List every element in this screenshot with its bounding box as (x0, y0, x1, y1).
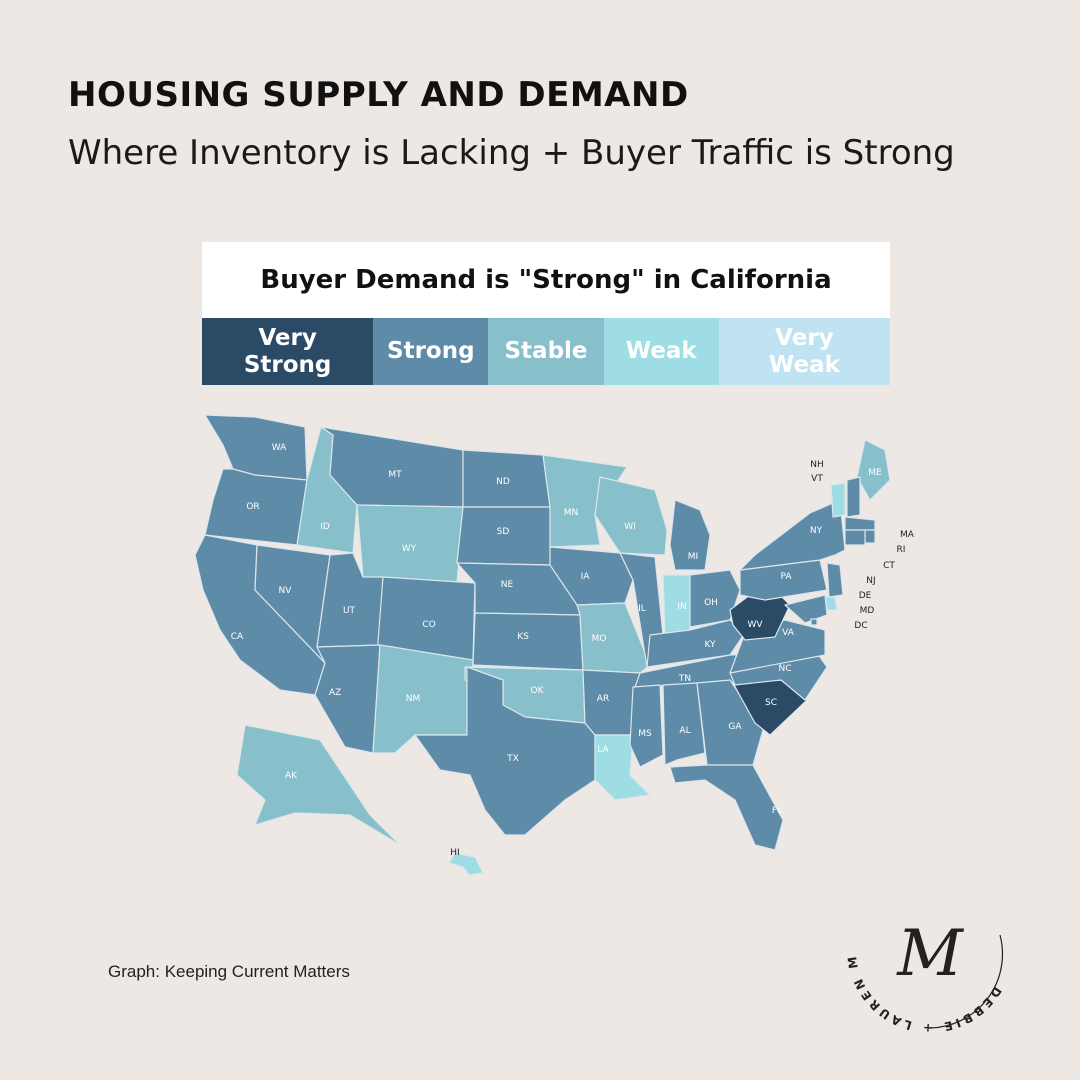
state-me (856, 439, 891, 501)
map-title: Buyer Demand is "Strong" in California (260, 265, 832, 295)
label-tn: TN (678, 674, 691, 684)
state-al (662, 682, 706, 766)
label-ut: UT (343, 606, 356, 616)
demand-legend: Very Strong Strong Stable Weak Very Weak (202, 318, 891, 385)
label-ak: AK (285, 771, 298, 781)
us-demand-map: WA OR CA NV ID MT WY UT CO AZ NM ND SD N… (194, 414, 915, 876)
label-pa: PA (780, 572, 792, 582)
page-title: HOUSING SUPPLY AND DEMAND (68, 75, 689, 115)
label-wv: WV (747, 620, 763, 630)
label-tx: TX (506, 754, 519, 764)
state-md (784, 594, 828, 624)
state-wa (204, 414, 308, 481)
label-mn: MN (564, 508, 579, 518)
label-az: AZ (329, 688, 341, 698)
label-nd: ND (496, 477, 510, 487)
label-ky: KY (704, 640, 716, 650)
label-id: ID (320, 522, 330, 532)
label-vt: VT (811, 474, 823, 484)
label-co: CO (422, 620, 435, 630)
state-tx (414, 666, 596, 836)
state-oh (689, 569, 741, 628)
state-ga (696, 679, 764, 766)
legend-very-strong: Very Strong (202, 318, 374, 385)
label-ri: RI (897, 545, 906, 555)
label-mi: MI (688, 552, 698, 562)
label-nj: NJ (866, 576, 875, 586)
mccauley-logo: DEBBIE + LAUREN MCCAULEY M (830, 850, 1004, 1035)
state-ri (864, 529, 876, 544)
label-md: MD (860, 606, 875, 616)
state-az (314, 644, 381, 754)
label-wa: WA (272, 443, 287, 453)
label-va: VA (782, 628, 795, 638)
label-ca: CA (231, 632, 244, 642)
state-fl (669, 764, 784, 851)
label-al: AL (679, 726, 690, 736)
logo-monogram: M (896, 917, 964, 991)
label-nm: NM (406, 694, 421, 704)
label-nh: NH (810, 460, 824, 470)
map-title-box: Buyer Demand is "Strong" in California (202, 242, 890, 318)
state-ms (629, 684, 664, 768)
legend-very-weak: Very Weak (718, 318, 891, 385)
state-ny (739, 499, 846, 571)
legend-weak: Weak (603, 318, 719, 385)
state-vt (830, 482, 846, 518)
label-de: DE (859, 591, 872, 601)
label-sc: SC (765, 698, 777, 708)
state-ma (844, 516, 876, 531)
label-dc: DC (854, 621, 867, 631)
label-ar: AR (597, 694, 609, 704)
state-ak (236, 724, 401, 846)
label-la: LA (597, 745, 609, 755)
label-nc: NC (778, 664, 791, 674)
state-mi (669, 499, 711, 571)
label-ga: GA (728, 722, 742, 732)
label-ms: MS (638, 729, 652, 739)
label-me: ME (868, 468, 882, 478)
label-ia: IA (581, 572, 591, 582)
label-wy: WY (402, 544, 417, 554)
state-nj (826, 562, 844, 598)
label-in: IN (677, 602, 686, 612)
state-nh (846, 476, 861, 518)
label-ma: MA (900, 530, 915, 540)
label-ks: KS (517, 632, 529, 642)
page-subtitle: Where Inventory is Lacking + Buyer Traff… (68, 133, 955, 173)
state-hi (448, 852, 484, 876)
label-wi: WI (624, 522, 636, 532)
label-hi: HI (450, 848, 459, 858)
label-mt: MT (388, 470, 402, 480)
label-ne: NE (501, 580, 514, 590)
label-mo: MO (592, 634, 607, 644)
label-ok: OK (531, 686, 545, 696)
label-ct: CT (883, 561, 895, 571)
label-or: OR (246, 502, 259, 512)
state-wi (594, 476, 668, 556)
legend-stable: Stable (488, 318, 604, 385)
label-il: IL (638, 604, 646, 614)
label-nv: NV (279, 586, 293, 596)
state-dc (810, 618, 818, 626)
legend-strong: Strong (373, 318, 489, 385)
label-ny: NY (810, 526, 823, 536)
label-sd: SD (497, 527, 510, 537)
label-oh: OH (704, 598, 718, 608)
label-fl: FL (772, 806, 782, 816)
graph-credit: Graph: Keeping Current Matters (108, 962, 350, 981)
state-ct (844, 529, 866, 546)
